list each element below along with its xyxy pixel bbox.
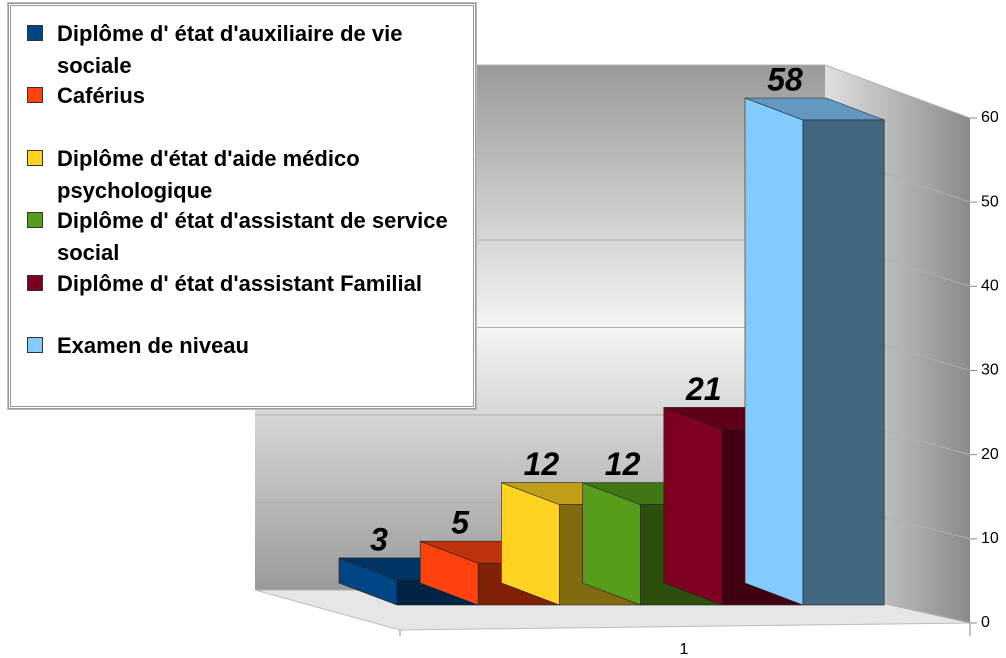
legend-swatch (27, 87, 43, 104)
data-label: 5 (451, 505, 470, 541)
legend-label: Examen de niveau (57, 333, 249, 358)
legend-swatch (27, 337, 43, 353)
legend-swatch (27, 274, 43, 291)
data-label: 21 (685, 371, 722, 407)
bar-side (744, 97, 804, 606)
data-label: 12 (524, 446, 560, 482)
legend: Diplôme d' état d'auxiliaire de vie soci… (8, 3, 476, 409)
legend-swatch (27, 25, 43, 41)
legend-label: Diplôme d'état d'aide médico psychologiq… (57, 145, 360, 203)
data-label: 12 (605, 446, 641, 482)
x-tick-label: 1 (680, 641, 689, 658)
data-label: 3 (370, 521, 388, 557)
y-tick-label: 10 (981, 530, 999, 547)
bar-side (663, 406, 723, 606)
y-tick-label: 50 (981, 193, 999, 210)
bar (802, 119, 885, 606)
legend-swatch (27, 212, 43, 229)
y-tick-label: 0 (981, 614, 990, 631)
legend-label: Diplôme d' état d'auxiliaire de vie soci… (57, 21, 403, 78)
data-label: 58 (767, 61, 803, 97)
legend-label: Diplôme d' état d'assistant Familial (57, 270, 422, 296)
y-tick-label: 30 (981, 362, 999, 379)
y-tick-label: 60 (981, 109, 999, 126)
y-tick-label: 40 (981, 278, 999, 295)
legend-swatch (27, 149, 43, 166)
legend-label: Caférius (57, 83, 146, 109)
legend-label: Diplôme d' état d'assistant de service s… (57, 208, 448, 266)
y-tick-label: 20 (981, 446, 999, 463)
